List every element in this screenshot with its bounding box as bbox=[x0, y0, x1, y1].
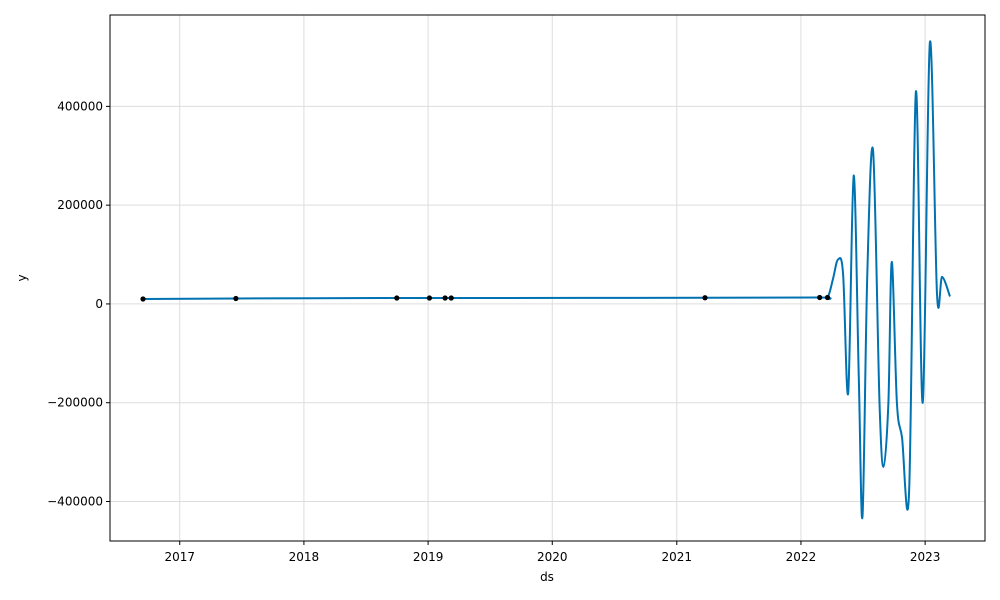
grid-lines bbox=[110, 15, 985, 541]
x-tick-label: 2019 bbox=[413, 550, 444, 564]
x-axis-label: ds bbox=[540, 570, 554, 584]
y-tick-label: 200000 bbox=[57, 198, 103, 212]
y-tick-label: −400000 bbox=[47, 494, 103, 508]
observed-point bbox=[394, 295, 400, 301]
y-tick-label: 400000 bbox=[57, 99, 103, 113]
x-tick-label: 2017 bbox=[164, 550, 195, 564]
observed-points bbox=[140, 294, 831, 302]
y-tick-label: 0 bbox=[95, 297, 103, 311]
observed-point bbox=[448, 295, 454, 301]
y-tick-label: −200000 bbox=[47, 396, 103, 410]
observed-point bbox=[702, 295, 708, 301]
observed-point bbox=[442, 295, 448, 301]
plot-frame bbox=[109, 14, 986, 542]
observed-point bbox=[817, 294, 823, 301]
forecast-series bbox=[142, 40, 951, 520]
x-tick-label: 2022 bbox=[786, 550, 817, 564]
observed-point bbox=[233, 295, 239, 302]
x-tick-label: 2018 bbox=[289, 550, 320, 564]
observed-point bbox=[140, 296, 146, 302]
observed-point bbox=[824, 294, 831, 301]
forecast-line bbox=[142, 40, 951, 520]
y-axis-label: y bbox=[15, 274, 29, 281]
x-tick-label: 2021 bbox=[662, 550, 693, 564]
x-tick-label: 2023 bbox=[910, 550, 941, 564]
y-axis-ticks: 400000 200000 0 −200000 −400000 bbox=[47, 99, 110, 508]
x-tick-label: 2020 bbox=[537, 550, 568, 564]
observed-point bbox=[426, 295, 433, 301]
x-axis-ticks: 2017 2018 2019 2020 2021 2022 2023 bbox=[164, 541, 940, 564]
